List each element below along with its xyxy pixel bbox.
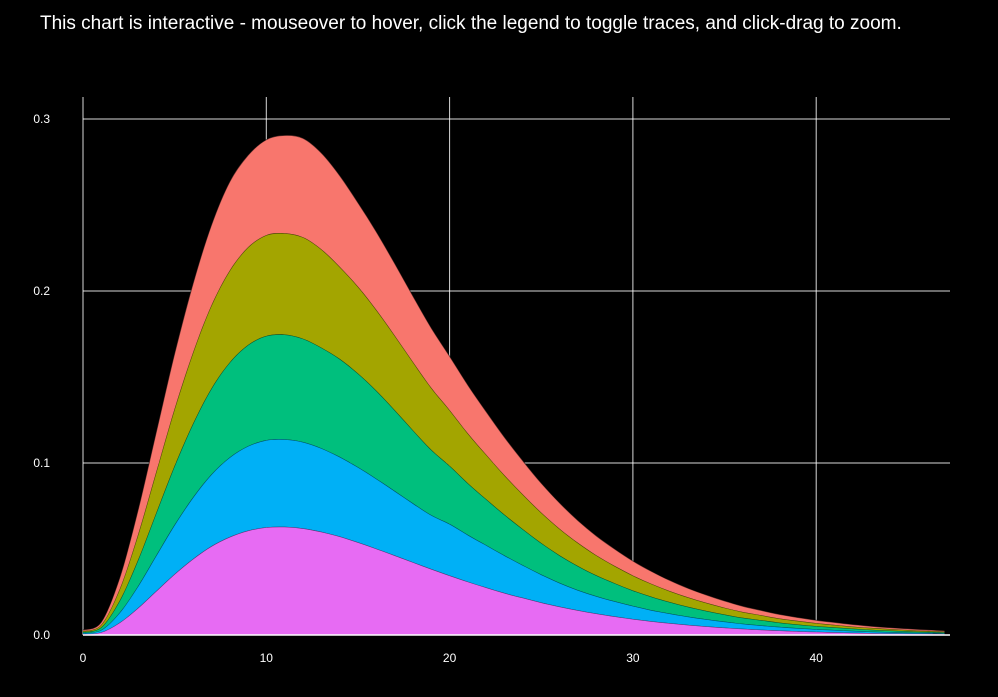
trace-outline-salmon[interactable] <box>82 134 945 632</box>
y-tick-label-0.1: 0.1 <box>33 456 50 470</box>
y-tick-label-0.0: 0.0 <box>33 628 50 642</box>
y-tick-label-0.3: 0.3 <box>33 112 50 126</box>
area-trace-olive[interactable] <box>83 233 945 633</box>
area-trace-blue[interactable] <box>83 439 945 634</box>
area-trace-violet[interactable] <box>83 526 945 635</box>
x-tick-label-0: 0 <box>80 651 87 665</box>
y-tick-label-0.2: 0.2 <box>33 284 50 298</box>
x-tick-label-40: 40 <box>810 651 824 665</box>
chart-title: This chart is interactive - mouseover to… <box>40 13 902 34</box>
area-trace-green[interactable] <box>83 334 945 634</box>
x-tick-label-20: 20 <box>443 651 457 665</box>
x-tick-label-10: 10 <box>260 651 274 665</box>
x-tick-label-30: 30 <box>626 651 640 665</box>
